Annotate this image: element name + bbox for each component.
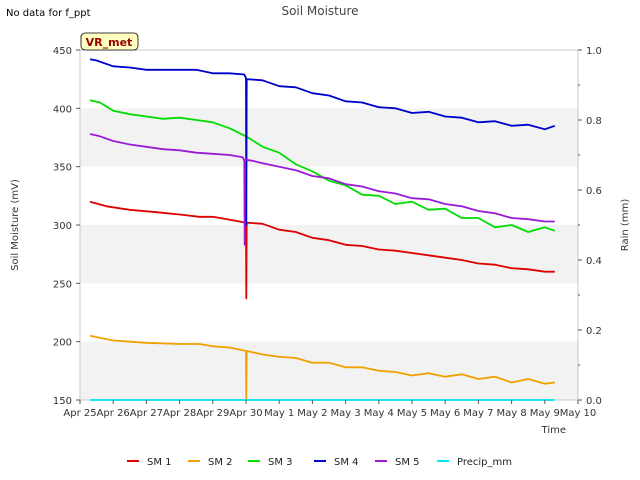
background-bands: [80, 50, 578, 400]
x-tick-label: May 10: [560, 408, 597, 419]
x-axis-label: Time: [541, 425, 566, 436]
legend: SM 1 SM 2 SM 3 SM 4 SM 5 Precip_mm: [127, 457, 512, 468]
legend-label: SM 5: [395, 457, 420, 468]
band-1: [80, 283, 578, 342]
x-tick-label: May 1: [264, 408, 294, 419]
band-5: [80, 50, 578, 109]
x-tick-label: May 3: [330, 408, 360, 419]
legend-label: SM 1: [147, 457, 172, 468]
x-tick-label: May 6: [430, 408, 460, 419]
y-axis-ticks: 150 200 250 300 350 400 450: [53, 46, 80, 407]
band-2: [80, 225, 578, 284]
vr-met-badge: [80, 32, 139, 51]
y2-axis-ticks: 0.0 0.2 0.4 0.6 0.8 1.0: [578, 46, 602, 407]
y2-tick-label: 0.0: [586, 396, 602, 407]
legend-label: SM 2: [208, 457, 233, 468]
series-line-sm-1: [89, 200, 555, 300]
series-line-sm-2: [89, 334, 555, 401]
x-tick-label: May 9: [530, 408, 560, 419]
series-lines: [89, 58, 556, 401]
x-tick-label: Apr 30: [229, 408, 262, 419]
legend-label: Precip_mm: [457, 457, 512, 468]
no-data-note: No data for f_ppt: [6, 8, 91, 19]
y2-tick-label: 0.6: [586, 186, 602, 197]
x-tick-label: May 4: [364, 408, 394, 419]
y-tick-label: 300: [53, 221, 72, 232]
band-3: [80, 166, 578, 225]
x-tick-label: May 7: [463, 408, 493, 419]
legend-label: SM 4: [334, 457, 359, 468]
legend-label: SM 3: [268, 457, 293, 468]
series-line-sm-5: [89, 133, 555, 246]
series-line-sm-3: [89, 99, 556, 233]
y2-axis-label: Rain (mm): [620, 199, 631, 252]
x-tick-label: Apr 28: [163, 408, 196, 419]
vr-met-label: VR_met: [86, 36, 133, 49]
chart-title: Soil Moisture: [281, 4, 358, 18]
x-tick-label: May 5: [397, 408, 427, 419]
y-tick-label: 150: [53, 396, 72, 407]
x-tick-label: May 2: [297, 408, 327, 419]
x-tick-label: Apr 26: [97, 408, 130, 419]
y2-tick-label: 0.2: [586, 326, 602, 337]
x-tick-label: May 8: [496, 408, 526, 419]
x-tick-label: Apr 29: [196, 408, 229, 419]
y-axis-label: Soil Moisture (mV): [10, 179, 21, 271]
y-tick-label: 400: [53, 104, 72, 115]
x-tick-label: Apr 25: [63, 408, 96, 419]
y-tick-label: 350: [53, 163, 72, 174]
y2-tick-label: 0.8: [586, 116, 602, 127]
x-tick-label: Apr 27: [130, 408, 163, 419]
y-tick-label: 450: [53, 46, 72, 57]
y2-tick-label: 1.0: [586, 46, 602, 57]
y2-tick-label: 0.4: [586, 256, 602, 267]
band-0: [80, 341, 578, 400]
series-line-sm-4: [89, 58, 556, 226]
y-tick-label: 250: [53, 279, 72, 290]
y-tick-label: 200: [53, 338, 72, 349]
x-axis-ticks: Apr 25 Apr 26 Apr 27 Apr 28 Apr 29 Apr 30 May …: [63, 400, 596, 419]
